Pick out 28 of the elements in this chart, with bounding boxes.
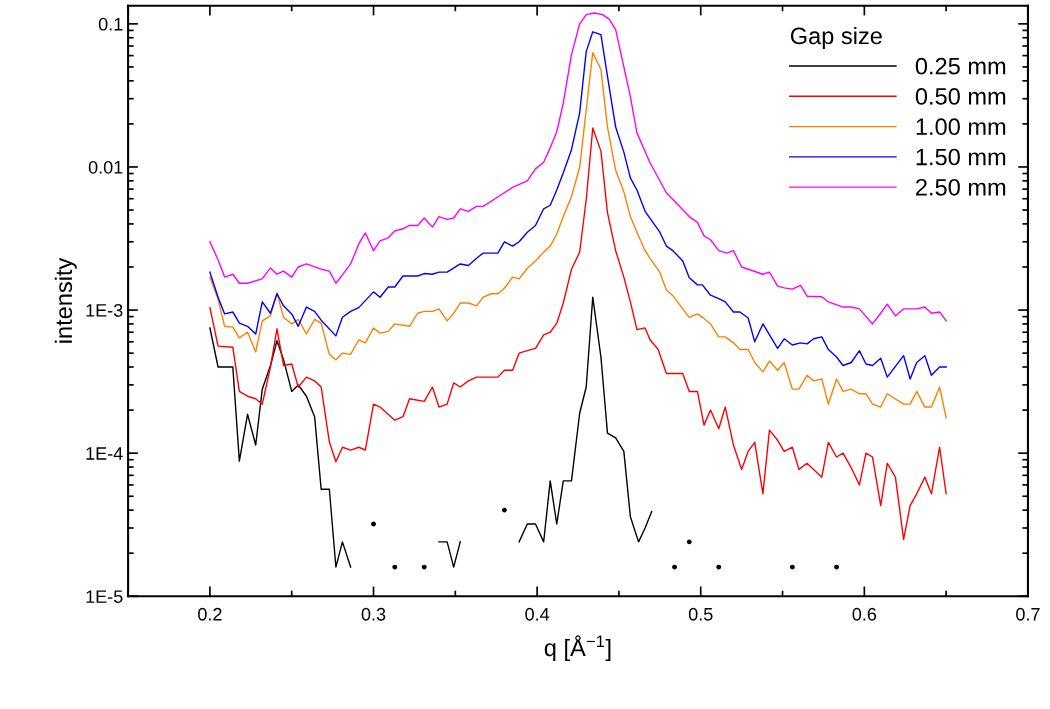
point — [716, 564, 722, 570]
point — [789, 564, 795, 570]
y-axis-title: intensity — [54, 257, 77, 343]
x-tick-label: 0.3 — [361, 607, 386, 621]
y-tick-label: 0.01 — [88, 160, 123, 174]
point — [686, 539, 692, 545]
legend-label: 1.50 mm — [916, 148, 1006, 166]
legend-title: Gap size — [790, 26, 882, 49]
point — [672, 564, 677, 570]
x-tick-label: 0.4 — [525, 607, 550, 621]
y-tick-label: 1E-5 — [86, 590, 123, 603]
x-tick-label: 0.6 — [852, 607, 877, 621]
legend-label: 1.00 mm — [916, 118, 1006, 136]
point — [392, 564, 398, 570]
point — [421, 564, 427, 570]
x-axis-title: q [Å$^{−1}$] — [544, 635, 611, 661]
point — [501, 507, 507, 513]
x-tick-label: 0.2 — [198, 607, 222, 621]
x-tick-label: 0.5 — [688, 607, 713, 621]
point — [834, 564, 839, 570]
x-tick-label: 0.7 — [1016, 607, 1040, 621]
legend-label: 0.25 mm — [915, 57, 1006, 75]
point — [371, 521, 376, 527]
y-tick-label: 0.1 — [98, 17, 123, 31]
y-tick-label: 1E-4 — [86, 447, 123, 460]
legend-label: 0.50 mm — [915, 88, 1006, 105]
y-tick-label: 1E-3 — [86, 304, 123, 317]
legend-label: 2.50 mm — [916, 178, 1006, 196]
